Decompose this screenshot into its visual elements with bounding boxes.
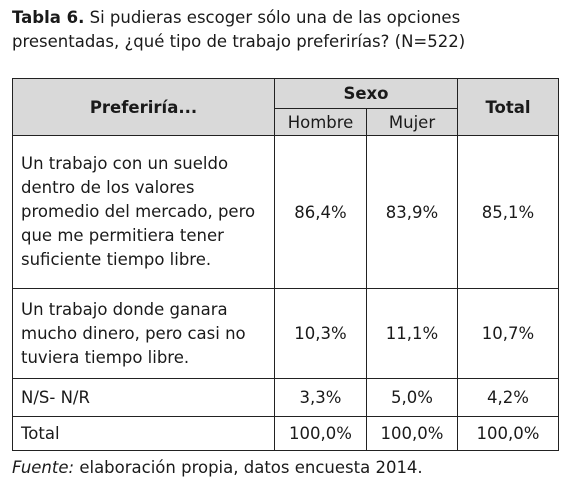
header-cell: Total — [457, 78, 559, 136]
table-cell: 11,1% — [366, 288, 458, 379]
table-cell: Total — [12, 416, 275, 451]
source-label: Fuente: — [12, 458, 75, 477]
table-cell: 3,3% — [274, 378, 367, 417]
header-cell: Hombre — [274, 108, 367, 136]
table-row: Un trabajo con un sueldo dentro de los v… — [12, 135, 559, 289]
table-cell: 100,0% — [274, 416, 367, 451]
table-cell: 5,0% — [366, 378, 458, 417]
source-note: Fuente: elaboración propia, datos encues… — [12, 458, 423, 477]
data-table: Preferiría... Sexo Total Hombre Mujer Un… — [12, 78, 559, 451]
table-cell: 10,3% — [274, 288, 367, 379]
title-text: Si pudieras escoger sólo una de las opci… — [12, 8, 466, 51]
table-cell: 10,7% — [457, 288, 559, 379]
source-text: elaboración propia, datos encuesta 2014. — [79, 458, 423, 477]
header-cell: Mujer — [366, 108, 458, 136]
table-cell: 100,0% — [366, 416, 458, 451]
header-cell: Preferiría... — [12, 78, 275, 136]
header-cell: Sexo — [274, 78, 458, 109]
table-row: N/S- N/R 3,3% 5,0% 4,2% — [12, 378, 559, 417]
table-row: Total 100,0% 100,0% 100,0% — [12, 416, 559, 451]
table-cell: 4,2% — [457, 378, 559, 417]
table-cell: 83,9% — [366, 135, 458, 289]
table-cell: N/S- N/R — [12, 378, 275, 417]
table-row: Un trabajo donde ganara mucho dinero, pe… — [12, 288, 559, 379]
table-cell: 100,0% — [457, 416, 559, 451]
table-cell: Un trabajo con un sueldo dentro de los v… — [12, 135, 275, 289]
title-label: Tabla 6. — [12, 8, 85, 27]
table-cell: Un trabajo donde ganara mucho dinero, pe… — [12, 288, 275, 379]
table-cell: 86,4% — [274, 135, 367, 289]
table-title: Tabla 6. Si pudieras escoger sólo una de… — [12, 6, 562, 54]
table-body: Un trabajo con un sueldo dentro de los v… — [12, 135, 559, 451]
table-cell: 85,1% — [457, 135, 559, 289]
